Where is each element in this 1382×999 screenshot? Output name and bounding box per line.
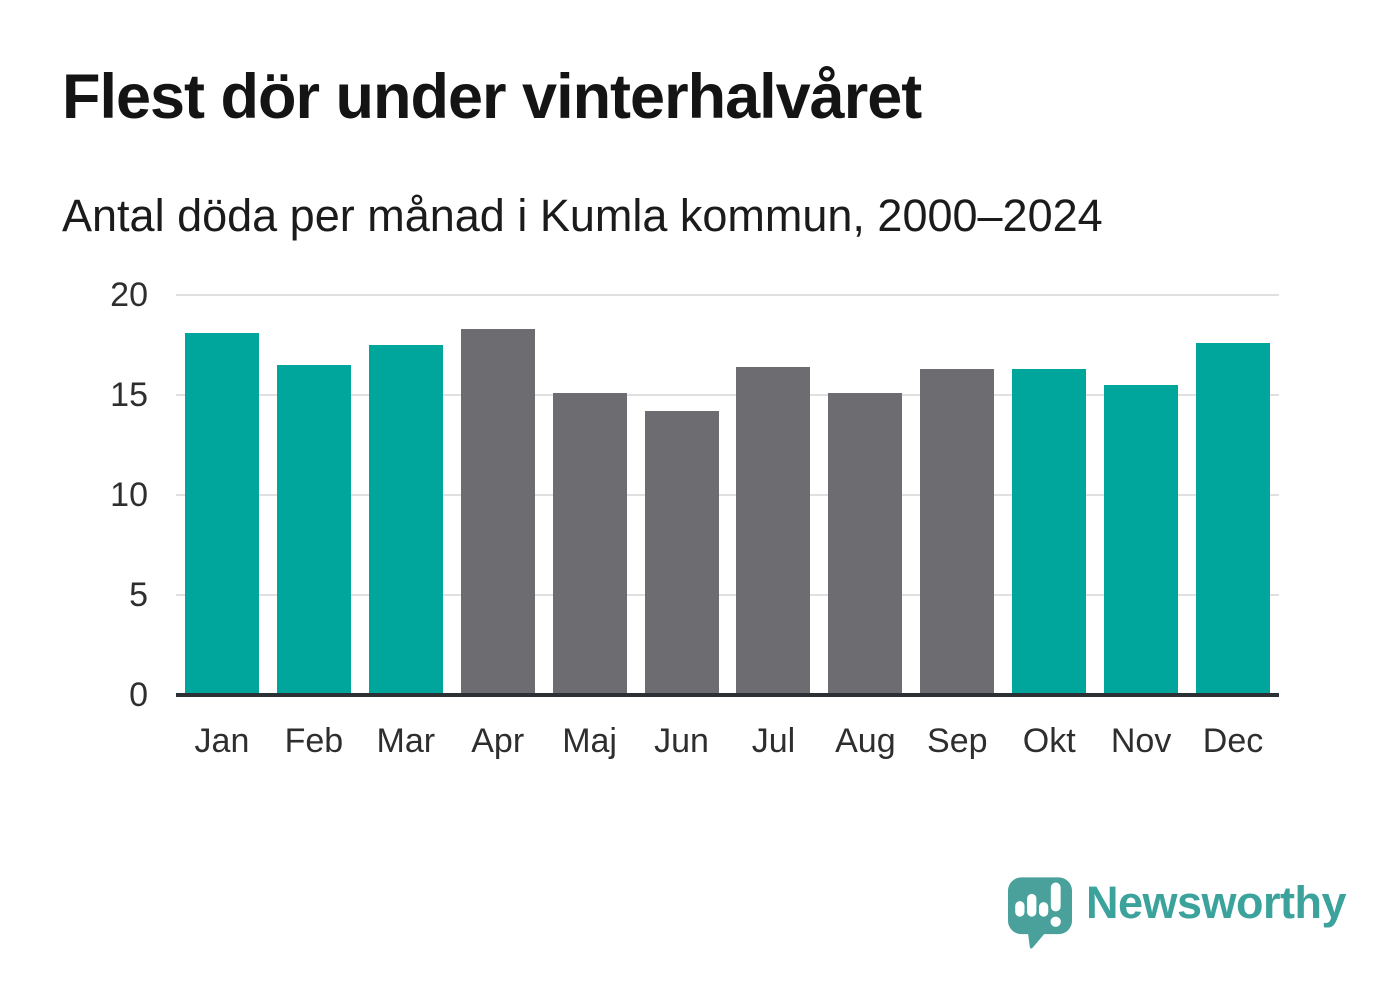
plot-area — [176, 294, 1279, 697]
bar-nov — [1104, 385, 1179, 695]
y-axis-label-10: 10 — [110, 476, 148, 514]
logo-bar-3 — [1038, 902, 1049, 917]
bar-jul — [736, 367, 811, 695]
x-axis-label-apr: Apr — [471, 722, 525, 760]
x-axis-line — [176, 693, 1279, 697]
x-axis-label-jul: Jul — [751, 722, 796, 760]
bar-aug — [828, 393, 903, 695]
x-axis-label-okt: Okt — [1022, 722, 1076, 760]
gridline-5 — [176, 594, 1279, 596]
y-axis-label-20: 20 — [110, 276, 148, 314]
bar-jan — [184, 333, 259, 695]
y-axis-label-15: 15 — [110, 376, 148, 414]
bar-sep — [920, 369, 995, 695]
bar-maj — [552, 393, 627, 695]
newsworthy-logo: Newsworthy — [1008, 877, 1347, 950]
y-axis-labels: 0 5 10 15 20 — [0, 0, 148, 999]
newsworthy-brand-text: Newsworthy — [1086, 877, 1347, 928]
bar-mar — [368, 345, 443, 695]
x-axis-label-dec: Dec — [1202, 722, 1264, 760]
logo-exclamation-dot — [1050, 916, 1061, 927]
x-axis-label-maj: Maj — [562, 722, 617, 760]
bar-feb — [276, 365, 351, 695]
x-axis-labels: Jan Feb Mar Apr Maj Jun Jul Aug Sep Okt Nov Dec — [176, 719, 1279, 763]
logo-exclamation-bar — [1050, 882, 1061, 912]
chart-subtitle: Antal döda per månad i Kumla kommun, 200… — [62, 190, 1103, 241]
gridline-15 — [176, 394, 1279, 396]
bar-okt — [1012, 369, 1087, 695]
x-axis-label-sep: Sep — [927, 722, 988, 760]
newsworthy-logo-icon — [1008, 877, 1072, 949]
x-axis-label-jun: Jun — [654, 722, 709, 760]
logo-bar-2 — [1027, 893, 1037, 917]
chart-title: Flest dör under vinterhalvåret — [62, 62, 922, 132]
x-axis-label-feb: Feb — [284, 722, 344, 760]
logo-bar-1 — [1015, 901, 1025, 917]
gridline-10 — [176, 494, 1279, 496]
bar-jun — [644, 411, 719, 695]
bar-apr — [460, 329, 535, 695]
y-axis-label-0: 0 — [129, 676, 148, 714]
gridline-20 — [176, 294, 1279, 296]
x-axis-label-jan: Jan — [194, 722, 250, 760]
y-axis-label-5: 5 — [129, 576, 148, 614]
bar-dec — [1196, 343, 1271, 695]
x-axis-label-mar: Mar — [376, 722, 436, 760]
x-axis-label-nov: Nov — [1110, 722, 1172, 760]
x-axis-label-aug: Aug — [835, 722, 896, 760]
